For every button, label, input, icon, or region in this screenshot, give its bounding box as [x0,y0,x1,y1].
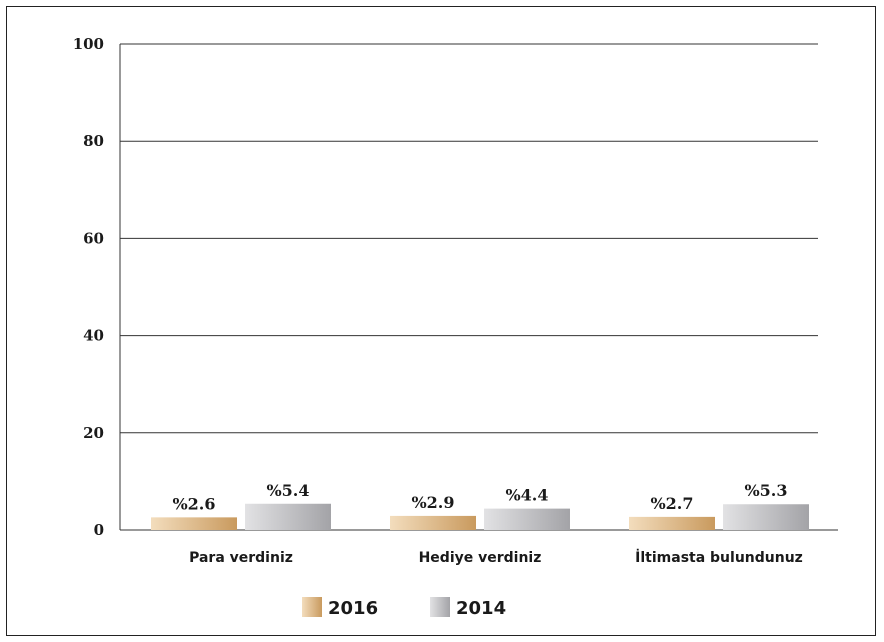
category-label: Hediye verdiniz [419,550,542,566]
bars [151,503,809,530]
legend-swatch-2014 [430,597,450,617]
y-tick-label: 20 [83,424,104,442]
bar-2016 [151,517,237,530]
data-label: %5.3 [744,481,787,500]
data-label: %2.9 [411,493,454,512]
category-label: Para verdiniz [189,550,293,566]
bar-2014 [245,503,331,530]
category-labels: Para verdiniz Hediye verdiniz İltimasta bu… [189,549,803,566]
data-label: %5.4 [266,481,309,500]
legend-label: 2014 [456,598,506,619]
y-tick-label: 60 [83,229,104,247]
y-tick-label: 80 [83,132,104,150]
grid-lines [120,43,818,434]
bar-2014 [723,504,809,530]
bar-2016 [629,516,715,530]
category-label: İltimasta bulundunuz [635,549,803,566]
data-label: %4.4 [505,486,548,505]
y-tick-label: 100 [73,35,104,53]
axes [119,44,838,531]
bar-2014 [484,508,570,530]
data-labels: %2.6 %5.4 %2.9 %4.4 %2.7 %5.3 [172,481,787,514]
data-label: %2.6 [172,494,215,513]
y-tick-label: 40 [83,327,104,345]
legend-label: 2016 [328,598,378,619]
y-axis-ticks: 0 20 40 60 80 100 [73,35,104,539]
legend-swatch-2016 [302,597,322,617]
chart-frame [6,6,876,636]
legend: 2016 2014 [302,597,506,619]
y-tick-label: 0 [94,521,104,539]
bar-2016 [390,515,476,530]
data-label: %2.7 [650,494,693,513]
